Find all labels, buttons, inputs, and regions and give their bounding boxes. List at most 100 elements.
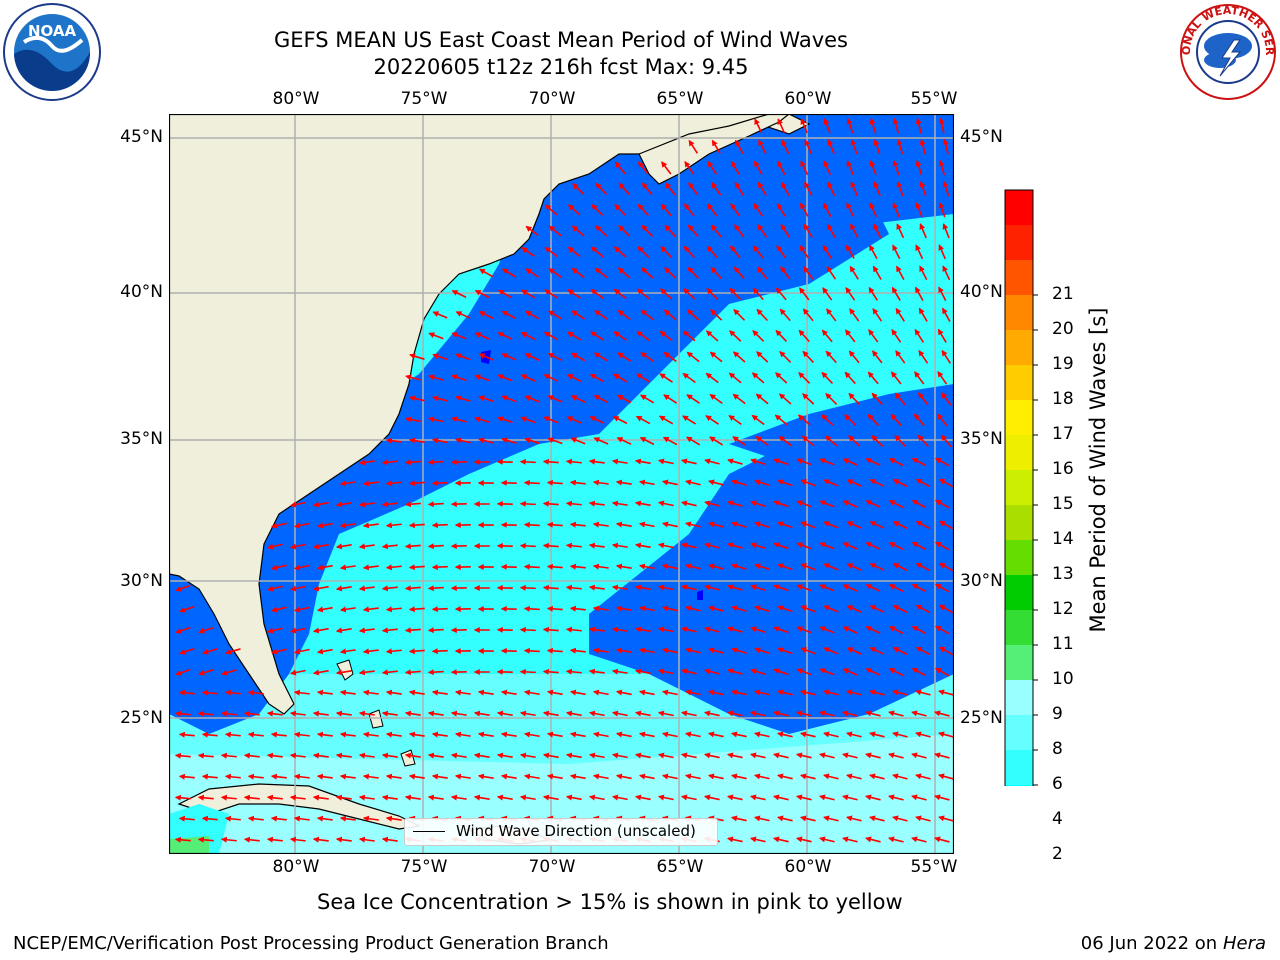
wind-wave-arrow — [428, 332, 444, 340]
wind-wave-arrow — [381, 836, 398, 843]
wind-wave-arrow — [612, 373, 628, 383]
wind-wave-arrow — [707, 160, 718, 175]
wind-wave-arrow — [385, 689, 402, 696]
wind-wave-arrow — [588, 752, 605, 759]
wind-wave-arrow — [247, 731, 264, 738]
wind-wave-arrow — [686, 394, 700, 404]
wind-wave-arrow — [798, 372, 811, 384]
wind-wave-arrow — [773, 500, 789, 508]
wind-wave-arrow — [427, 794, 444, 801]
colorbar-tick-label: 11 — [1052, 634, 1074, 654]
wind-wave-arrow — [523, 731, 540, 738]
wind-wave-arrow — [312, 585, 329, 592]
wind-wave-arrow — [611, 794, 628, 801]
wind-wave-arrow — [289, 794, 306, 801]
wind-wave-arrow — [727, 584, 743, 591]
wind-wave-arrow — [547, 395, 563, 403]
wind-wave-arrow — [266, 836, 283, 843]
wind-wave-arrow — [266, 710, 283, 717]
wind-wave-arrow — [178, 773, 195, 780]
wind-wave-arrow — [754, 647, 770, 655]
wind-wave-arrow — [890, 371, 902, 385]
wind-wave-arrow — [799, 202, 809, 217]
wind-wave-arrow — [728, 372, 742, 384]
wind-wave-arrow — [477, 773, 494, 780]
colorbar-segment — [1005, 435, 1033, 470]
wind-wave-arrow — [521, 247, 535, 257]
wind-wave-arrow — [778, 435, 792, 447]
wind-wave-arrow — [687, 266, 700, 279]
wind-wave-arrow — [523, 521, 540, 528]
wind-wave-arrow — [593, 437, 609, 445]
wind-wave-arrow — [915, 604, 931, 614]
wind-wave-arrow — [220, 710, 237, 717]
wind-wave-arrow — [707, 689, 724, 696]
wind-wave-arrow — [316, 815, 333, 822]
wind-wave-arrow — [845, 286, 856, 301]
wind-wave-arrow — [704, 584, 720, 591]
wind-wave-arrow — [749, 752, 766, 759]
wind-wave-arrow — [567, 246, 581, 258]
wind-wave-arrow — [270, 815, 287, 822]
wind-wave-arrow — [570, 437, 586, 445]
wind-wave-arrow — [708, 647, 724, 654]
noaa-logo-text: NOAA — [28, 22, 77, 40]
wind-wave-arrow — [408, 564, 425, 571]
wind-wave-arrow — [819, 752, 835, 759]
wind-wave-arrow — [408, 689, 425, 696]
wind-wave-arrow — [312, 752, 329, 759]
wind-wave-arrow — [523, 689, 540, 696]
wind-wave-arrow — [615, 563, 632, 570]
wind-wave-arrow — [821, 414, 834, 426]
wind-wave-arrow — [381, 669, 398, 676]
wind-wave-arrow — [733, 308, 746, 321]
wind-wave-arrow — [848, 350, 860, 364]
wind-wave-arrow — [800, 731, 816, 738]
wind-wave-arrow — [823, 605, 839, 613]
wind-wave-arrow — [730, 689, 747, 696]
wind-wave-arrow — [611, 542, 628, 549]
wind-wave-arrow — [800, 605, 816, 613]
wind-wave-arrow — [501, 353, 517, 361]
wind-wave-arrow — [634, 710, 651, 717]
wind-wave-arrow — [777, 647, 793, 655]
wind-wave-arrow — [524, 395, 540, 403]
wind-wave-arrow — [757, 181, 767, 196]
wind-wave-arrow — [911, 499, 927, 509]
wind-wave-arrow — [381, 710, 398, 717]
wind-wave-arrow — [385, 437, 402, 444]
wind-wave-arrow — [726, 836, 743, 843]
wind-wave-arrow — [681, 542, 697, 549]
wind-wave-arrow — [913, 413, 925, 427]
wind-wave-arrow — [312, 627, 329, 634]
wind-wave-arrow — [548, 225, 562, 237]
wind-wave-arrow — [432, 311, 448, 319]
wind-wave-arrow — [592, 647, 609, 654]
wind-wave-arrow — [681, 584, 697, 591]
wind-wave-arrow — [730, 815, 747, 822]
wind-wave-arrow — [316, 731, 333, 738]
wind-wave-arrow — [385, 480, 402, 487]
colorbar-segment — [1005, 540, 1033, 575]
wind-wave-arrow — [657, 794, 674, 801]
wind-wave-arrow — [566, 331, 582, 341]
wind-wave-arrow — [915, 731, 931, 738]
land-bahamas — [336, 659, 416, 767]
wind-wave-arrow — [525, 268, 539, 278]
wind-wave-arrow — [243, 710, 260, 717]
wind-wave-arrow — [637, 246, 650, 258]
wind-wave-arrow — [684, 689, 701, 696]
wind-wave-arrow — [312, 543, 329, 550]
wind-wave-arrow — [293, 815, 310, 822]
wind-wave-arrow — [819, 626, 835, 634]
wind-wave-arrow — [588, 500, 605, 507]
wind-wave-arrow — [615, 647, 632, 654]
wind-wave-arrow — [708, 521, 724, 528]
wind-wave-arrow — [544, 289, 559, 299]
wind-wave-arrow — [749, 836, 766, 843]
wind-wave-arrow — [731, 563, 747, 570]
wind-wave-arrow — [848, 435, 861, 447]
wind-wave-arrow — [918, 392, 929, 406]
wind-wave-arrow — [335, 752, 352, 759]
wind-wave-arrow — [569, 647, 586, 654]
